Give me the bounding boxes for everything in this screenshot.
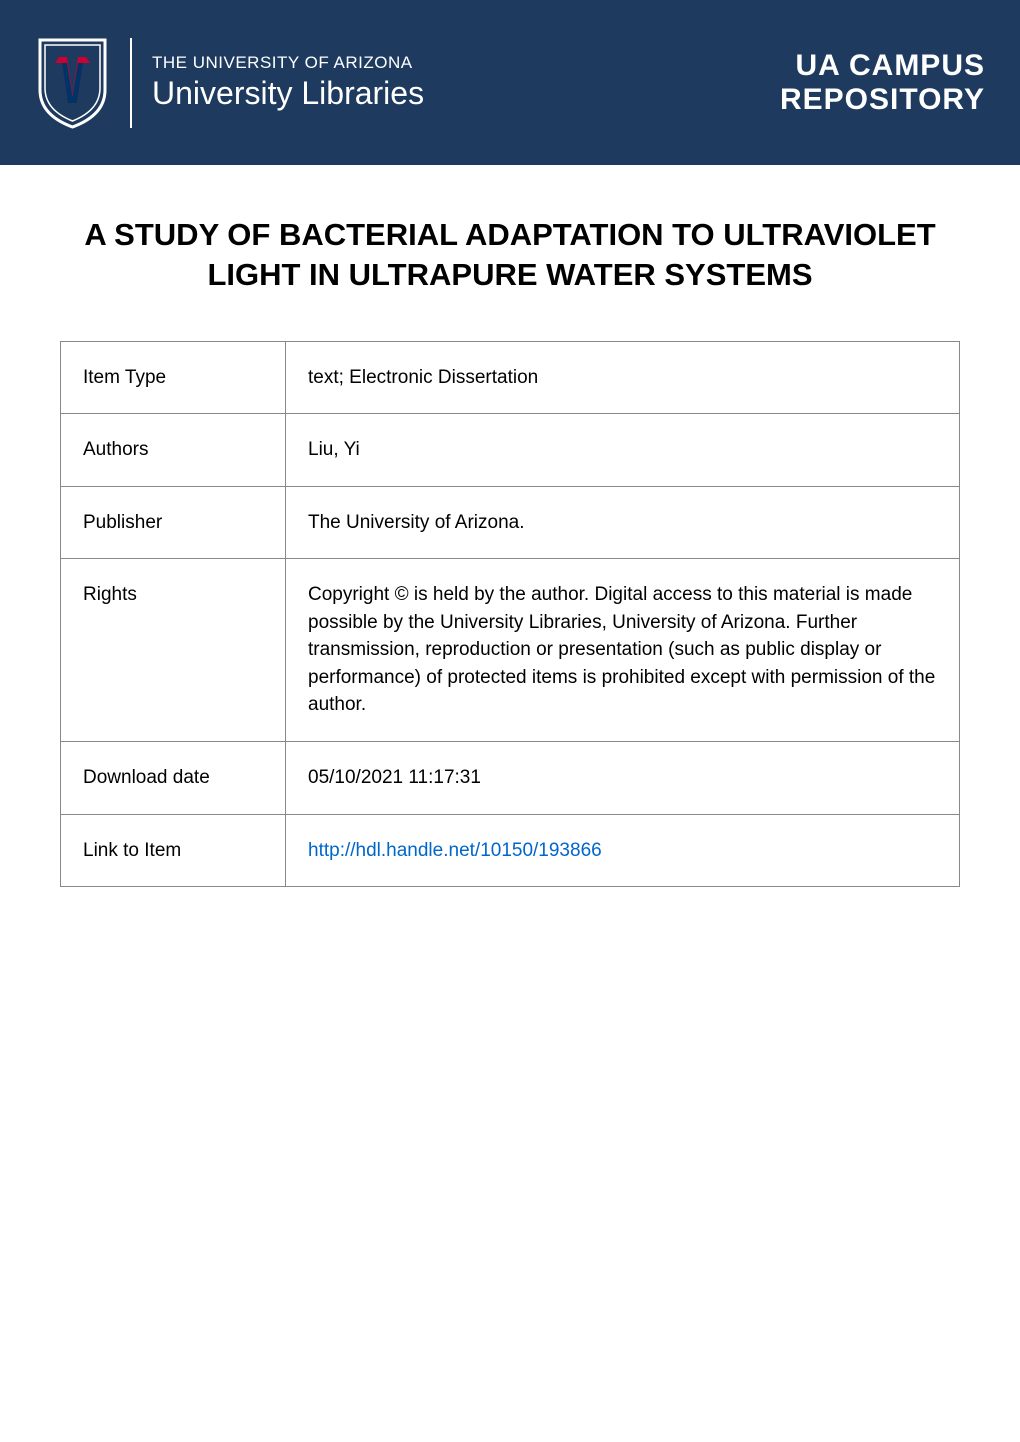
banner-divider [130, 38, 132, 128]
banner-title: University Libraries [152, 75, 424, 112]
meta-value: Copyright © is held by the author. Digit… [286, 559, 960, 742]
table-row: Authors Liu, Yi [61, 414, 960, 487]
repository-banner: THE UNIVERSITY OF ARIZONA University Lib… [0, 0, 1020, 165]
ua-seal-icon [35, 35, 110, 130]
table-row: Publisher The University of Arizona. [61, 486, 960, 559]
meta-value: The University of Arizona. [286, 486, 960, 559]
repo-name-line1: UA CAMPUS [780, 49, 985, 83]
table-row: Rights Copyright © is held by the author… [61, 559, 960, 742]
meta-value: Liu, Yi [286, 414, 960, 487]
banner-right-group: UA CAMPUS REPOSITORY [780, 49, 985, 117]
meta-value: 05/10/2021 11:17:31 [286, 741, 960, 814]
banner-subtitle: THE UNIVERSITY OF ARIZONA [152, 53, 424, 73]
meta-value-link: http://hdl.handle.net/10150/193866 [286, 814, 960, 887]
content-area: A STUDY OF BACTERIAL ADAPTATION TO ULTRA… [0, 165, 1020, 887]
meta-label: Download date [61, 741, 286, 814]
banner-text-group: THE UNIVERSITY OF ARIZONA University Lib… [152, 53, 424, 112]
table-row: Download date 05/10/2021 11:17:31 [61, 741, 960, 814]
meta-label: Item Type [61, 341, 286, 414]
ua-logo [35, 35, 110, 130]
meta-value: text; Electronic Dissertation [286, 341, 960, 414]
meta-label: Publisher [61, 486, 286, 559]
table-row: Item Type text; Electronic Dissertation [61, 341, 960, 414]
item-link[interactable]: http://hdl.handle.net/10150/193866 [308, 840, 602, 861]
metadata-table: Item Type text; Electronic Dissertation … [60, 341, 960, 887]
table-row: Link to Item http://hdl.handle.net/10150… [61, 814, 960, 887]
document-title: A STUDY OF BACTERIAL ADAPTATION TO ULTRA… [60, 215, 960, 296]
meta-label: Link to Item [61, 814, 286, 887]
repo-name-line2: REPOSITORY [780, 83, 985, 117]
meta-label: Rights [61, 559, 286, 742]
meta-label: Authors [61, 414, 286, 487]
metadata-tbody: Item Type text; Electronic Dissertation … [61, 341, 960, 886]
banner-left-group: THE UNIVERSITY OF ARIZONA University Lib… [35, 35, 424, 130]
